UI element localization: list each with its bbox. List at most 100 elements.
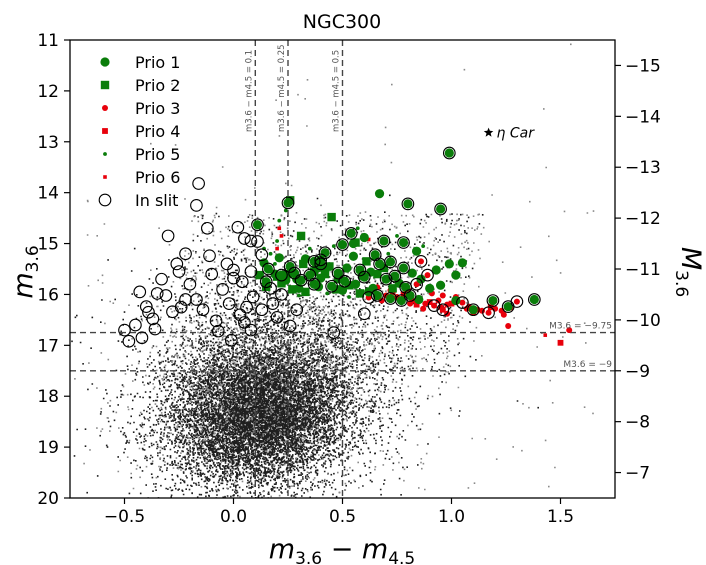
prio-1-point-39 xyxy=(444,259,454,269)
y-axis: 11 12 13 14 15 16 17 18 19 20 xyxy=(37,31,70,509)
prio-4-point-1 xyxy=(439,306,446,313)
in-slit-point-82 xyxy=(170,257,184,271)
prio-1-point-44 xyxy=(305,270,315,280)
legend-item-prio-4: Prio 4 xyxy=(102,122,180,141)
in-slit-point-79 xyxy=(255,248,269,262)
prio-6-point-1 xyxy=(279,234,284,238)
prio-1-point-71 xyxy=(281,275,291,285)
prio-6-point-4 xyxy=(366,237,371,242)
legend-item-prio-2: Prio 2 xyxy=(100,76,180,95)
prio-1-point-38 xyxy=(431,265,441,275)
prio-3-point-1 xyxy=(417,258,424,265)
in-slit-point-46 xyxy=(482,306,495,320)
annotations: η Car m3.6 − m4.5 = 0.1 m3.6 − m4.5 = 0.25… xyxy=(244,44,612,369)
in-slit-point-97 xyxy=(174,300,188,314)
chart-title: NGC300 xyxy=(303,11,381,33)
x-axis-title: m3.6 − m4.5 xyxy=(269,534,416,565)
prio-2-point-1 xyxy=(327,212,336,222)
x-axis-title-sub-1: 3.6 xyxy=(295,549,322,565)
in-slit-point-48 xyxy=(362,291,376,304)
prio-1-point-7 xyxy=(359,232,369,243)
prio-2-point-18 xyxy=(277,279,286,288)
in-slit-point-24 xyxy=(421,268,434,282)
prio-5-point-7 xyxy=(355,226,360,231)
prio-2-point-21 xyxy=(373,269,382,279)
prio-1-point-6 xyxy=(346,228,356,238)
in-slit-point-70 xyxy=(227,271,240,285)
legend-item-prio-3: Prio 3 xyxy=(102,99,180,118)
y2-axis-title-main: M xyxy=(675,247,706,270)
prio-4-point-5 xyxy=(413,301,420,308)
in-slit-point-94 xyxy=(179,247,192,261)
in-slit-point-77 xyxy=(270,310,284,324)
legend-marker-prio-6 xyxy=(103,175,107,179)
in-slit-point-14 xyxy=(288,266,301,280)
prio-1-point-29 xyxy=(342,263,352,273)
prio-2-point-20 xyxy=(355,289,365,298)
prio-1-point-65 xyxy=(385,293,396,304)
legend-marker-prio-1 xyxy=(100,57,110,67)
in-slit-point-29 xyxy=(338,274,352,288)
legend-marker-prio-2 xyxy=(100,80,110,90)
in-slit-point-49 xyxy=(262,262,275,276)
in-slit-point-6 xyxy=(336,238,349,251)
prio-3-point-18 xyxy=(485,309,492,316)
in-slit-point-102 xyxy=(327,326,341,339)
prio-1-point-11 xyxy=(398,237,409,248)
prio-1-point-18 xyxy=(300,254,311,264)
legend-item-prio-6: Prio 6 xyxy=(103,168,180,187)
prio-1-point-27 xyxy=(320,265,330,275)
in-slit-point-91 xyxy=(161,229,175,243)
prio-1-point-1 xyxy=(403,199,413,209)
in-slit-point-67 xyxy=(148,322,162,336)
prio-1-point-34 xyxy=(385,257,396,267)
prio-1-point-2 xyxy=(436,204,446,214)
x-tick-label-1: 0.0 xyxy=(220,507,247,527)
hline-label-0: M3.6 = −9.75 xyxy=(549,322,612,332)
prio-1-point-32 xyxy=(366,267,376,277)
prio-3-point-14 xyxy=(459,299,466,306)
in-slit-point-80 xyxy=(264,281,277,295)
prio-2-point-3 xyxy=(296,231,306,241)
y2-axis: −15 −14 −13 −12 −11 −10 −9 −8 −7 xyxy=(615,56,661,484)
prio-4-point-4 xyxy=(557,339,564,346)
prio-1-point-58 xyxy=(401,282,411,292)
in-slit-point-2 xyxy=(434,202,447,216)
legend-marker-prio-5 xyxy=(103,152,107,156)
prio-3-point-12 xyxy=(444,301,451,308)
prio-2-point-19 xyxy=(299,259,308,269)
y2-tick-label-2: −13 xyxy=(625,158,661,178)
prio-5-point-0 xyxy=(277,218,282,223)
legend-marker-prio-3 xyxy=(102,105,108,111)
prio-1-point-9 xyxy=(348,238,358,249)
in-slit-point-73 xyxy=(233,308,247,322)
in-slit-point-39 xyxy=(371,289,384,302)
prio-4-point-2 xyxy=(448,300,455,307)
in-slit-point-10 xyxy=(318,246,332,260)
y-axis-title: m3.6 xyxy=(8,245,43,298)
y-tick-label-1: 12 xyxy=(37,82,59,102)
in-slit-point-84 xyxy=(190,293,203,306)
x-axis-title-sub-2: 4.5 xyxy=(388,549,415,565)
in-slit-point-44 xyxy=(436,303,450,317)
in-slit-point-66 xyxy=(135,331,149,345)
prio-1-point-53 xyxy=(359,272,369,282)
x-tick-label-3: 1.0 xyxy=(438,507,465,527)
y2-tick-label-4: −11 xyxy=(625,260,661,280)
in-slit-point-71 xyxy=(216,283,229,296)
in-slit-point-19 xyxy=(353,263,367,277)
prio-3-point-26 xyxy=(439,292,446,299)
prio-1-point-36 xyxy=(407,268,417,278)
field-stars-dark xyxy=(71,194,539,498)
hline-label-1: M3.6 = −9 xyxy=(563,360,612,370)
in-slit-point-13 xyxy=(283,260,297,273)
prio-1-point-12 xyxy=(412,246,422,256)
prio-3-point-36 xyxy=(435,297,442,304)
x-tick-label-2: 0.5 xyxy=(329,507,356,527)
in-slit-point-45 xyxy=(456,296,469,309)
in-slit-point-34 xyxy=(410,277,423,291)
y-axis-title-sub: 3.6 xyxy=(23,245,43,272)
legend-item-prio-1: Prio 1 xyxy=(100,53,180,72)
series-in-slit xyxy=(118,146,541,348)
in-slit-point-47 xyxy=(510,295,524,308)
